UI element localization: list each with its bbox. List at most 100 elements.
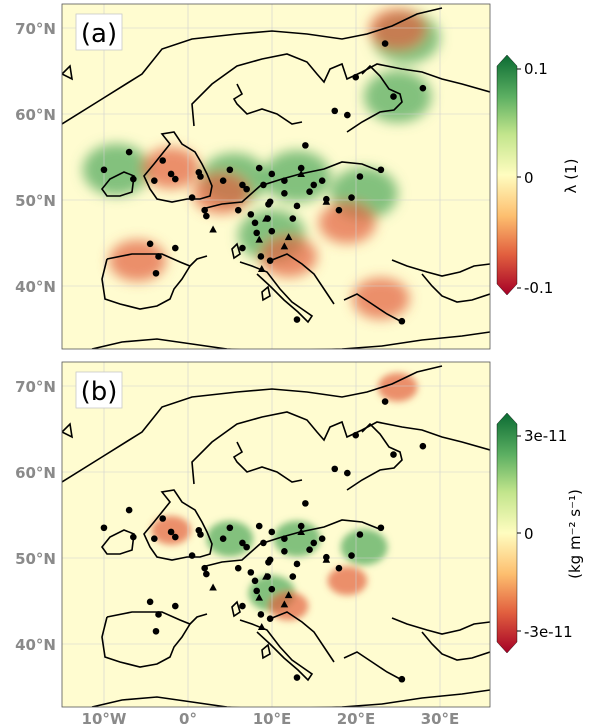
- hotspot-positive-1: [263, 150, 331, 203]
- colorbar-a-tick-label-max: 0.1: [524, 60, 548, 78]
- panel-b-ytick-40: 40°N: [15, 636, 56, 654]
- hotspot-positive-5: [363, 70, 432, 123]
- hotspot-negative-4: [318, 201, 376, 244]
- colorbar-b-title: (kg m⁻² s⁻¹): [566, 489, 584, 579]
- hotspot-negative-5: [259, 235, 318, 278]
- station-circle-28: [344, 469, 351, 477]
- panel-b-label-box: [75, 371, 123, 409]
- panel-b-xtick-0: 0°: [179, 710, 197, 727]
- station-triangle-5: [284, 591, 293, 599]
- station-circle-29: [201, 206, 208, 214]
- colorbar-b-bar: [496, 412, 518, 654]
- station-circle-39: [268, 227, 276, 235]
- station-triangle-7: [322, 555, 331, 563]
- station-circle-35: [253, 229, 260, 237]
- station-circle-51: [398, 675, 406, 683]
- station-circle-4: [159, 157, 167, 164]
- colorbar-a-bar: [496, 54, 518, 296]
- station-circle-48: [171, 602, 179, 610]
- colorbar-a: 0.1 0 -0.1 λ (1): [496, 54, 580, 297]
- station-circle-50: [293, 674, 301, 681]
- station-circle-11: [239, 181, 246, 189]
- station-triangle-8: [257, 265, 266, 273]
- panel-a-ytick-60: 60°N: [15, 106, 56, 124]
- station-circle-41: [257, 611, 265, 618]
- station-circle-41: [257, 253, 265, 260]
- station-triangle-3: [262, 214, 270, 222]
- station-circle-2: [125, 506, 133, 514]
- colorbar-b-tick-label-max: 3e-11: [524, 427, 567, 445]
- station-circle-54: [281, 190, 288, 197]
- colorbar-b-tick-label-min: -3e-11: [524, 623, 573, 641]
- panel-b-label: (b): [81, 377, 118, 407]
- station-circle-13: [268, 170, 276, 178]
- hotspot-negative-3: [192, 172, 251, 215]
- station-circle-2: [125, 148, 133, 156]
- panel-a-label: (a): [81, 19, 117, 49]
- station-circle-25: [419, 84, 427, 92]
- panel-b-frame: [61, 361, 491, 708]
- panel-b-xtick-30e: 30°E: [421, 710, 460, 727]
- station-circle-27: [331, 107, 339, 115]
- station-circle-26: [352, 431, 360, 439]
- station-circle-3: [130, 533, 137, 541]
- station-circle-55: [260, 181, 267, 189]
- hotspot-negative-4: [268, 591, 309, 621]
- station-circle-53: [318, 535, 326, 543]
- station-triangle-6: [297, 169, 305, 177]
- station-circle-46: [155, 253, 162, 260]
- station-circle-17: [310, 181, 318, 189]
- station-circle-10: [226, 166, 234, 174]
- station-circle-28: [344, 111, 351, 119]
- panel-b: (b) 70°N 60°N 50°N 40°N 10°W 0° 10°E 20°…: [15, 361, 491, 727]
- station-circle-8: [197, 173, 204, 180]
- hotspot-negative-2: [108, 239, 167, 282]
- station-circle-50: [293, 316, 301, 323]
- station-circle-52: [306, 546, 313, 553]
- panel-a-stations: [100, 40, 427, 325]
- station-triangle-1: [209, 225, 217, 233]
- panel-b-xtick-20e: 20°E: [337, 710, 376, 727]
- panel-b-ytick-70: 70°N: [15, 378, 56, 396]
- station-circle-15: [297, 522, 305, 530]
- station-circle-1: [100, 524, 108, 532]
- hotspot-positive-2: [206, 520, 254, 557]
- station-circle-52: [306, 188, 313, 195]
- station-circle-12: [255, 522, 263, 530]
- station-circle-24: [390, 93, 397, 100]
- hotspot-positive-1: [273, 520, 321, 557]
- station-circle-33: [247, 211, 255, 218]
- station-triangle-5: [284, 233, 293, 241]
- station-circle-14: [281, 177, 288, 185]
- station-circle-22: [377, 166, 385, 174]
- panel-a-ytick-40: 40°N: [15, 278, 56, 296]
- station-circle-19: [335, 564, 343, 572]
- station-circle-31: [234, 206, 242, 214]
- panel-b-xtick-10w: 10°W: [82, 710, 127, 727]
- hotspot-negative-2: [377, 372, 418, 402]
- station-circle-40: [239, 244, 246, 252]
- station-circle-47: [152, 269, 160, 277]
- station-circle-20: [348, 552, 355, 559]
- station-circle-35: [253, 587, 260, 595]
- station-triangle-1: [209, 583, 217, 591]
- station-circle-16: [302, 500, 309, 507]
- station-circle-46: [155, 611, 162, 618]
- station-circle-21: [356, 173, 364, 180]
- station-circle-30: [203, 212, 210, 220]
- station-circle-45: [146, 240, 154, 248]
- station-circle-9: [219, 535, 227, 543]
- station-circle-26: [352, 73, 360, 81]
- station-circle-43: [289, 215, 297, 222]
- station-circle-42: [266, 615, 274, 622]
- station-circle-29: [201, 564, 208, 572]
- station-circle-38: [265, 200, 272, 208]
- station-circle-54: [281, 548, 288, 555]
- station-triangle-4: [280, 600, 289, 608]
- station-circle-9: [219, 177, 227, 185]
- station-circle-23: [381, 398, 389, 405]
- station-circle-11: [239, 539, 246, 547]
- hotspot-positive-3: [82, 143, 151, 196]
- hotspot-negative-7: [352, 277, 410, 320]
- station-circle-19: [335, 206, 343, 214]
